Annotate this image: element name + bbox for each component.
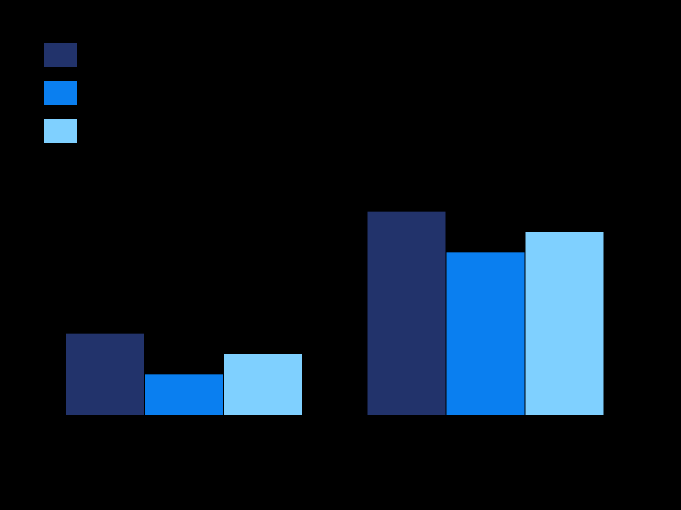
bar bbox=[526, 232, 604, 415]
bar bbox=[145, 374, 223, 415]
bar bbox=[66, 334, 144, 415]
legend-swatch bbox=[44, 43, 77, 67]
legend-swatch bbox=[44, 119, 77, 143]
plot-frame bbox=[34, 49, 637, 415]
legend-swatch bbox=[44, 81, 77, 105]
legend bbox=[44, 43, 77, 143]
background bbox=[0, 0, 681, 510]
bars bbox=[66, 212, 604, 415]
chart bbox=[0, 0, 681, 510]
bar bbox=[447, 252, 525, 415]
bar bbox=[368, 212, 446, 415]
bar bbox=[224, 354, 302, 415]
